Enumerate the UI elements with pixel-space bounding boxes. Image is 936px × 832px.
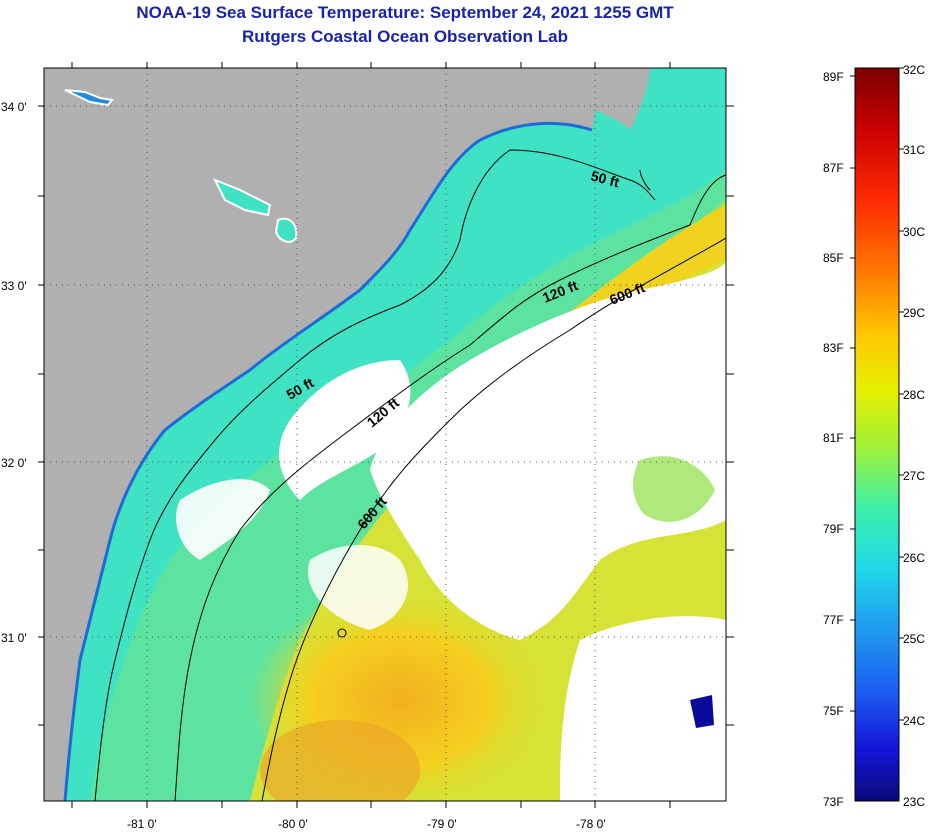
land-mass-northeast bbox=[596, 68, 650, 130]
contour-50ft bbox=[94, 149, 656, 801]
water-patch-east bbox=[633, 456, 715, 522]
colorbar-ticks bbox=[850, 67, 904, 721]
colorbar-f-label: 77F bbox=[823, 613, 844, 627]
colorbar-c-label: 30C bbox=[903, 225, 925, 239]
cloud-cover-southwest bbox=[176, 479, 270, 560]
colorbar-c-label: 24C bbox=[903, 714, 925, 728]
colorbar-f-label: 85F bbox=[823, 251, 844, 265]
inland-lake bbox=[212, 178, 272, 217]
colorbar-f-label: 87F bbox=[823, 161, 844, 175]
map-grid bbox=[44, 68, 726, 801]
coastline bbox=[63, 122, 593, 801]
colorbar-f-label: 83F bbox=[823, 341, 844, 355]
map-subtitle: Rutgers Coastal Ocean Observation Lab bbox=[242, 27, 568, 46]
lon-label: -81 0' bbox=[127, 817, 157, 831]
land-mass bbox=[44, 68, 600, 801]
colorbar-c-label: 23C bbox=[903, 795, 925, 809]
lat-label: 34 0' bbox=[1, 100, 27, 114]
colorbar-c-label: 28C bbox=[903, 388, 925, 402]
cloud-cover-south bbox=[308, 545, 409, 630]
colorbar-f-label: 79F bbox=[823, 522, 844, 536]
map-title: NOAA-19 Sea Surface Temperature: Septemb… bbox=[136, 3, 674, 22]
colorbar-c-label: 25C bbox=[903, 632, 925, 646]
lat-label: 31 0' bbox=[1, 631, 27, 645]
contour-600ft bbox=[261, 237, 726, 801]
map-ticks bbox=[38, 62, 734, 808]
contour-120ft bbox=[174, 174, 726, 801]
colorbar-c-label: 27C bbox=[903, 469, 925, 483]
cloud-cover-central bbox=[370, 260, 726, 640]
colorbar-c-label: 31C bbox=[903, 143, 925, 157]
colorbar-c-label: 29C bbox=[903, 306, 925, 320]
colorbar-c-label: 32C bbox=[903, 63, 925, 77]
inland-lake-3 bbox=[64, 89, 114, 107]
lat-label: 32 0' bbox=[1, 456, 27, 470]
warm-core-south bbox=[260, 720, 420, 801]
lon-label: -78 0' bbox=[576, 817, 606, 831]
colorbar-f-label: 81F bbox=[823, 431, 844, 445]
cold-pixel-patch bbox=[690, 695, 714, 728]
contour-label-50ft-north: 50 ft bbox=[589, 167, 621, 190]
colorbar bbox=[854, 67, 900, 802]
lon-label: -80 0' bbox=[278, 817, 308, 831]
shelf-edge-warm bbox=[560, 205, 726, 320]
colorbar-c-label: 26C bbox=[903, 551, 925, 565]
contour-loop bbox=[337, 628, 347, 638]
colorbar-f-label: 73F bbox=[823, 795, 844, 809]
map-frame bbox=[43, 67, 727, 802]
colorbar-f-label: 75F bbox=[823, 704, 844, 718]
inland-lake-2 bbox=[274, 217, 298, 243]
lat-label: 33 0' bbox=[1, 279, 27, 293]
lon-label: -79 0' bbox=[427, 817, 457, 831]
colorbar-f-label: 89F bbox=[823, 70, 844, 84]
cloud-cover-west bbox=[279, 360, 411, 500]
cloud-cover-southeast bbox=[560, 616, 726, 801]
